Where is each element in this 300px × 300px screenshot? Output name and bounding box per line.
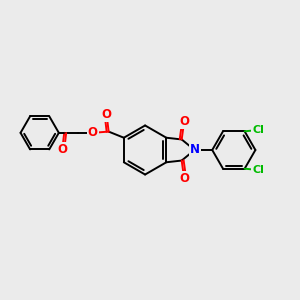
Text: Cl: Cl (252, 125, 264, 135)
Text: N: N (190, 143, 200, 157)
Text: O: O (88, 126, 98, 139)
Text: O: O (179, 172, 189, 185)
Text: O: O (57, 143, 67, 156)
Text: O: O (102, 108, 112, 122)
Text: O: O (179, 115, 189, 128)
Text: Cl: Cl (252, 165, 264, 175)
